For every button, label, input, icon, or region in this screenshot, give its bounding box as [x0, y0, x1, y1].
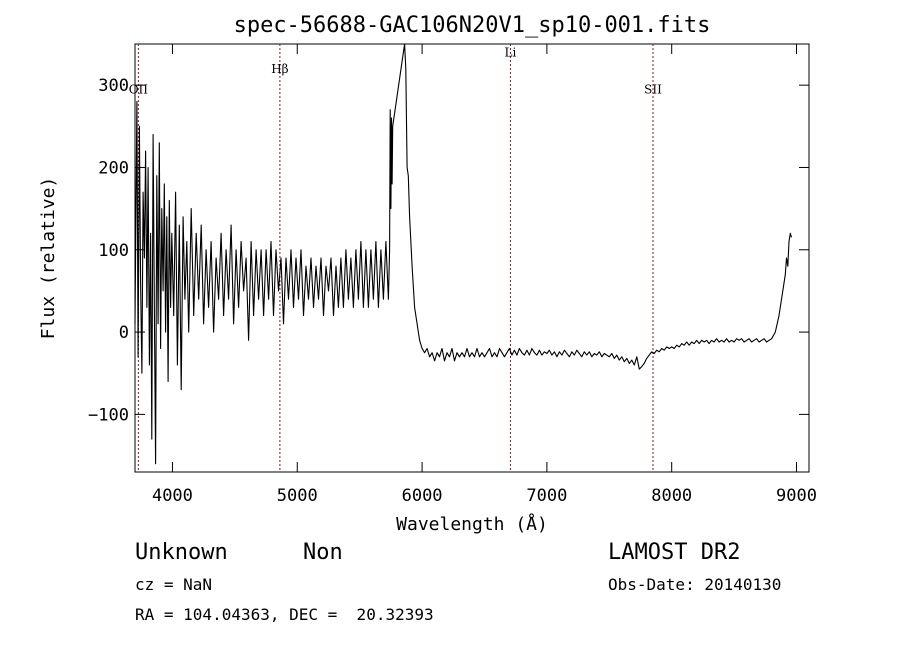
y-tick-label: −100 — [88, 405, 129, 425]
subclass-label: Non — [303, 540, 343, 565]
class-label: Unknown — [135, 540, 228, 565]
chart-title: spec-56688-GAC106N20V1_sp10-001.fits — [234, 13, 711, 38]
y-tick-label: 200 — [98, 158, 129, 178]
x-tick-label: 5000 — [277, 486, 318, 506]
coords-text: RA = 104.04363, DEC = 20.32393 — [135, 605, 434, 624]
x-tick-label: 8000 — [651, 486, 692, 506]
spectrum-line — [134, 43, 793, 465]
x-tick-label: 7000 — [526, 486, 567, 506]
x-axis-label: Wavelength (Å) — [396, 513, 548, 535]
y-tick-label: 100 — [98, 241, 129, 261]
obs-date-text: Obs-Date: 20140130 — [608, 575, 781, 594]
x-tick-label: 9000 — [776, 486, 817, 506]
survey-label: LAMOST DR2 — [608, 540, 740, 565]
y-axis-label: Flux (relative) — [38, 177, 59, 340]
line-marker-label: Li — [505, 45, 517, 59]
plot-frame — [134, 43, 810, 473]
axis-ticks: 4000 5000 6000 7000 8000 9000 −100 0 100 200 300 — [88, 44, 817, 506]
line-marker-label: Hβ — [271, 62, 288, 76]
line-markers: OII Hβ Li SII — [129, 44, 662, 472]
x-tick-label: 4000 — [152, 486, 193, 506]
y-tick-label: 0 — [119, 323, 129, 343]
line-marker-label: SII — [644, 82, 662, 96]
cz-text: cz = NaN — [135, 575, 212, 594]
x-tick-label: 6000 — [402, 486, 443, 506]
y-tick-label: 300 — [98, 76, 129, 96]
spectrum-series — [134, 43, 793, 465]
line-marker-label: OII — [129, 82, 149, 96]
